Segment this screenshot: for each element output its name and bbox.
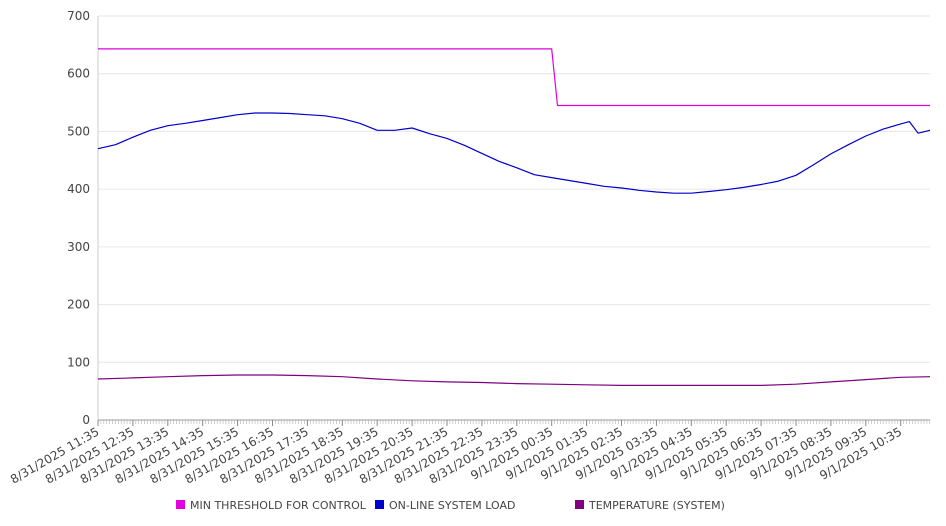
legend-label: MIN THRESHOLD FOR CONTROL (190, 499, 367, 512)
y-tick-label: 600 (67, 67, 90, 81)
legend-swatch (575, 500, 584, 509)
series-line-1 (97, 112, 931, 194)
y-tick-label: 500 (67, 124, 90, 138)
legend: MIN THRESHOLD FOR CONTROL ON-LINE SYSTEM … (176, 499, 725, 512)
series-line-0 (98, 48, 930, 107)
y-tick-label: 200 (67, 298, 90, 312)
series-line-2 (97, 374, 931, 386)
y-tick-label: 700 (67, 9, 90, 23)
legend-swatch (375, 500, 384, 509)
y-tick-label: 400 (67, 182, 90, 196)
y-tick-label: 100 (67, 355, 90, 369)
series-lines (97, 48, 931, 386)
gridlines (98, 15, 930, 363)
y-tick-label: 0 (82, 413, 90, 427)
y-tick-label: 300 (67, 240, 90, 254)
legend-swatch (176, 500, 185, 509)
legend-label: TEMPERATURE (SYSTEM) (588, 499, 725, 512)
legend-label: ON-LINE SYSTEM LOAD (389, 499, 515, 512)
